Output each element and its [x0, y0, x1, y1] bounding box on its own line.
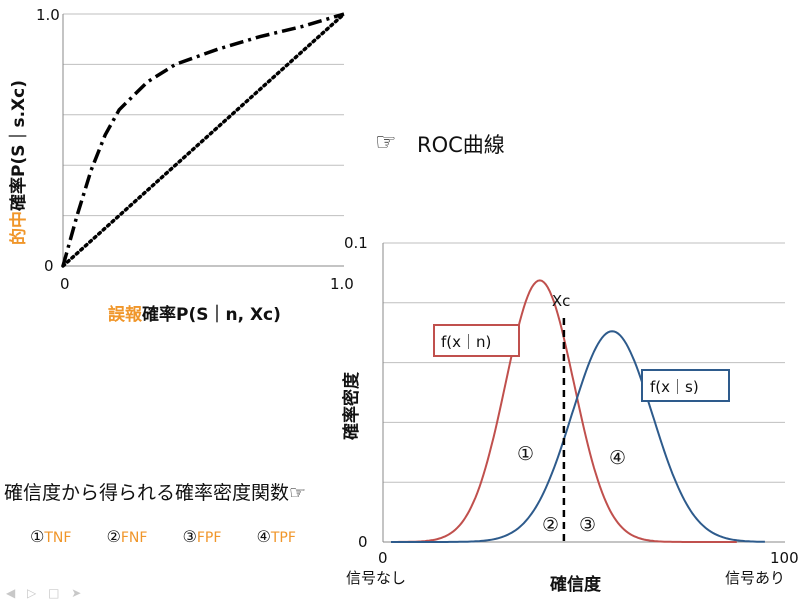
roc-y-tick-min: 0 [44, 257, 54, 275]
signal-legend-label: f(x｜s) [650, 378, 699, 396]
roc-x-label-rest: 確率P(S｜n, Xc) [142, 304, 281, 325]
pdf-x-left-label: 信号なし [346, 569, 406, 587]
roc-chart: 1.0 0 0 1.0 誤報確率P(S｜n, Xc) 的中確率P(S｜s.Xc) [8, 6, 354, 325]
pdf-chart: Xc f(x｜n) f(x｜s) ① ② ③ ④ 0.1 0 0 100 信号な… [341, 234, 799, 595]
pdf-y-tick-min: 0 [358, 533, 368, 551]
roc-x-label-prefix: 誤報 [108, 304, 143, 325]
roc-y-label-rest: 確率P(S｜s.Xc) [8, 80, 29, 211]
region-label-2: ② [542, 514, 559, 536]
pdf-caption-text: 確信度から得られる確率密度関数 [4, 482, 290, 504]
noise-legend-label: f(x｜n) [441, 333, 491, 351]
legend-item-fpf: ③FPF [182, 527, 222, 546]
pdf-x-tick-max: 100 [770, 549, 799, 567]
legend-item-tpf: ④TPF [256, 527, 296, 546]
pointing-hand-icon: ☞ [375, 128, 397, 156]
roc-diagonal-line [61, 12, 346, 268]
roc-y-label: 的中確率P(S｜s.Xc) [8, 80, 29, 245]
pdf-y-label: 確率密度 [341, 371, 362, 440]
pdf-x-right-label: 信号あり [725, 569, 785, 587]
pdf-caption: 確信度から得られる確率密度関数☞ [4, 478, 306, 505]
roc-x-label: 誤報確率P(S｜n, Xc) [108, 304, 281, 325]
legend-item-tnf: ①TNF [30, 527, 72, 546]
roc-title: ROC曲線 [417, 133, 505, 157]
pdf-y-tick-max: 0.1 [344, 234, 368, 252]
region-label-1: ① [517, 443, 534, 465]
pointing-hand-icon: ☞ [289, 482, 307, 504]
signal-legend-box [641, 369, 730, 402]
signal-curve [391, 330, 765, 543]
roc-x-tick-max: 1.0 [330, 275, 354, 293]
threshold-label: Xc [552, 292, 571, 310]
region-label-3: ③ [579, 514, 596, 536]
roc-y-label-prefix: 的中 [8, 211, 29, 245]
legend-item-fnf: ②FNF [106, 527, 148, 546]
region-legend: ①TNF ②FNF ③FPF ④TPF [30, 527, 326, 546]
noise-curve [391, 279, 737, 543]
roc-y-tick-max: 1.0 [36, 6, 60, 24]
slide-nav-icons[interactable]: ◀ ▷ □ ➤ [6, 586, 86, 600]
roc-curve [61, 12, 345, 267]
roc-x-tick-min: 0 [60, 275, 70, 293]
noise-legend-box [433, 324, 520, 357]
region-label-4: ④ [609, 447, 626, 469]
pdf-x-label: 確信度 [550, 574, 602, 595]
pdf-x-tick-min: 0 [378, 549, 388, 567]
